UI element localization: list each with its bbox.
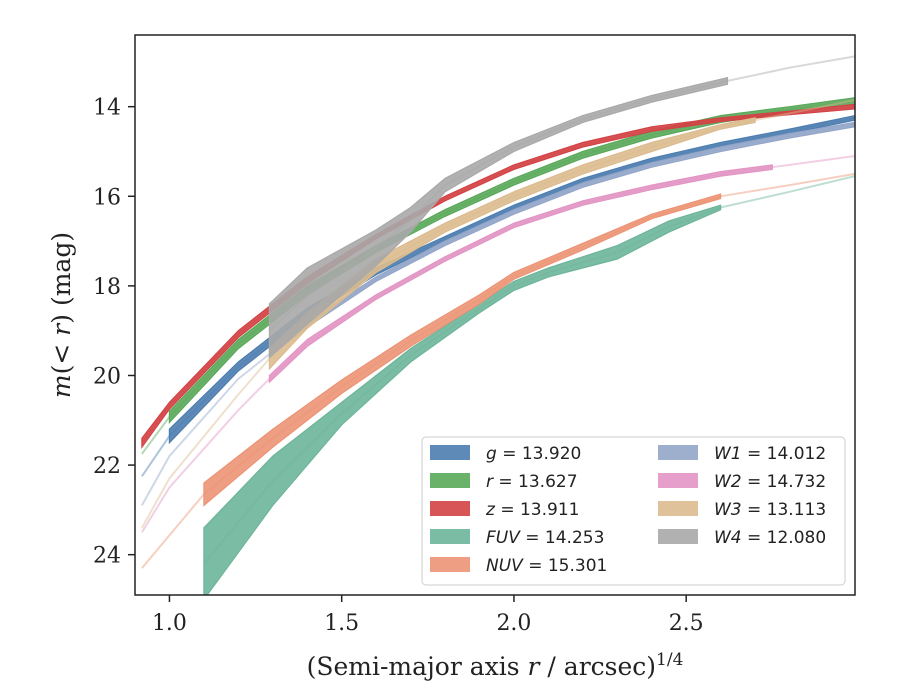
y-axis-label: m(< r) (mag) <box>47 232 76 398</box>
series-NUV-band <box>203 193 722 507</box>
series-W2-band <box>268 164 773 384</box>
series-bands <box>141 55 855 595</box>
x-tick-label: 1.0 <box>152 611 187 636</box>
legend-label-r: r = 13.627 <box>486 472 578 492</box>
y-tick-label: 20 <box>93 364 121 389</box>
y-tick-label: 22 <box>93 454 121 479</box>
y-tick-label: 14 <box>93 96 121 121</box>
series-W4-band <box>268 76 729 359</box>
y-tick-label: 24 <box>93 544 121 569</box>
legend-label-g: g = 13.920 <box>486 444 581 464</box>
legend-label-z: z = 13.911 <box>485 500 579 520</box>
x-tick-label: 2.0 <box>496 611 531 636</box>
legend-swatch-W4 <box>658 529 698 544</box>
series-W1-band <box>272 121 855 356</box>
plot-frame <box>134 34 856 596</box>
legend-label-W4: W4 = 12.080 <box>714 528 826 548</box>
legend-swatch-W1 <box>658 445 698 460</box>
x-tick-label: 1.5 <box>324 611 359 636</box>
y-tick-label: 18 <box>93 275 121 300</box>
legend-swatch-W3 <box>658 501 698 516</box>
legend-label-NUV: NUV = 15.301 <box>486 556 607 576</box>
legend-label-W1: W1 = 14.012 <box>714 444 826 464</box>
x-axis-ticks: 1.0 1.5 2.0 2.5 <box>152 595 704 636</box>
legend-label-W2: W2 = 14.732 <box>714 472 826 492</box>
legend: g = 13.920 r = 13.627 z = 13.911 FUV = 14.2… <box>421 436 846 586</box>
x-tick-label: 2.5 <box>669 611 704 636</box>
series-W3-band <box>268 117 756 371</box>
series-FUV-band <box>203 204 722 595</box>
y-tick-label: 16 <box>93 185 121 210</box>
legend-label-W3: W3 = 13.113 <box>714 500 826 520</box>
legend-swatch-g <box>430 445 470 460</box>
x-axis-label: (Semi-major axis r / arcsec)1/4 <box>307 650 684 681</box>
y-axis-ticks: 14 16 18 20 22 24 <box>93 96 135 569</box>
legend-swatch-FUV <box>430 529 470 544</box>
legend-label-FUV: FUV = 14.253 <box>486 528 604 548</box>
legend-swatch-NUV <box>430 557 470 572</box>
legend-swatch-W2 <box>658 473 698 488</box>
legend-swatch-z <box>430 501 470 516</box>
legend-swatch-r <box>430 473 470 488</box>
legend-frame <box>421 436 846 586</box>
